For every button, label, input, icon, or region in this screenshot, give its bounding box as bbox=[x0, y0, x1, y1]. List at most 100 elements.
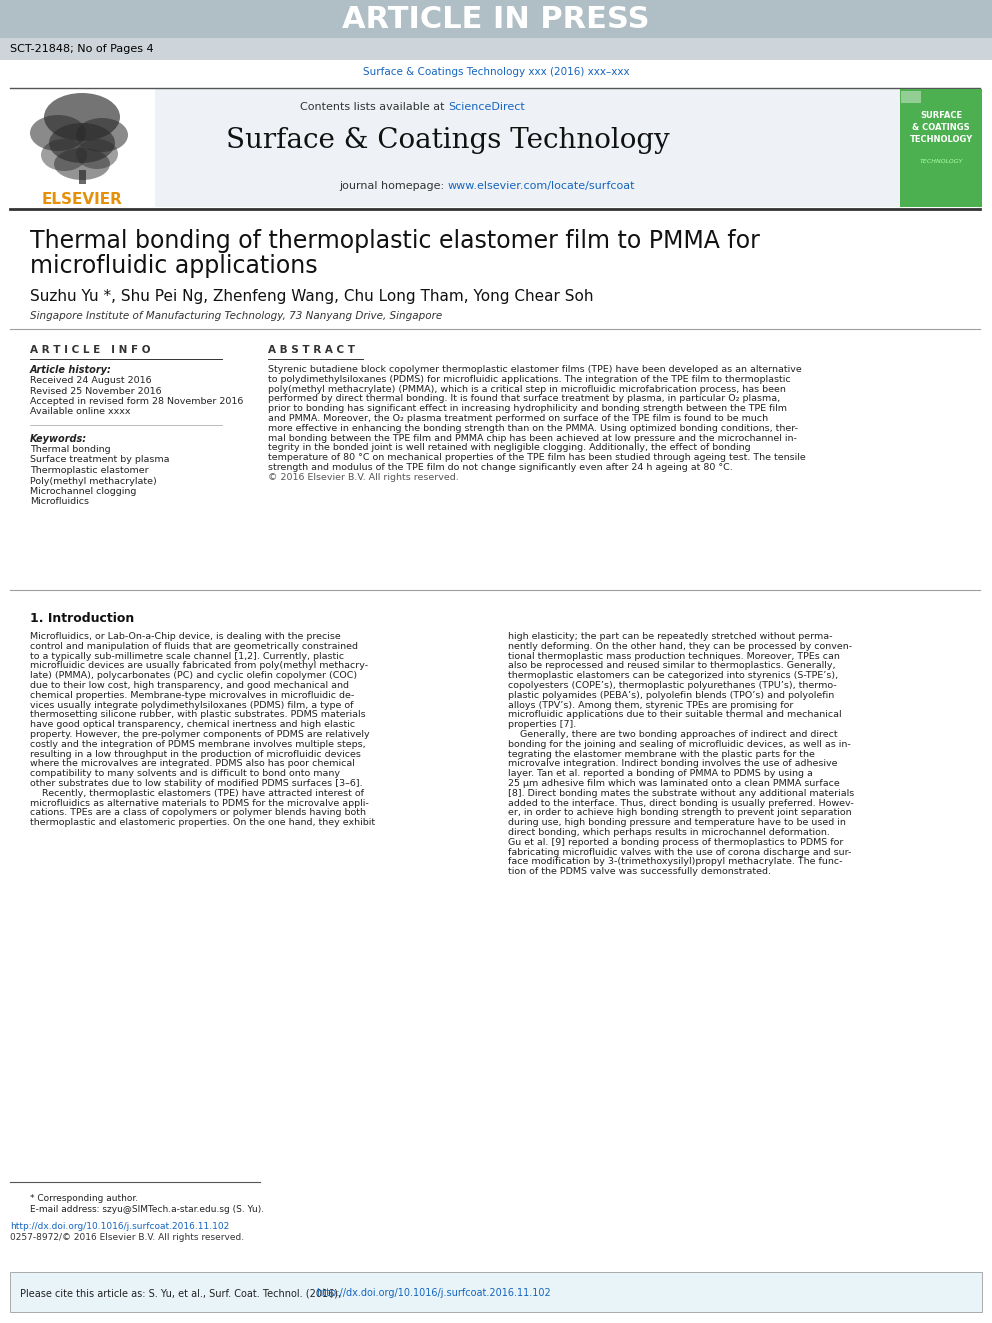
Ellipse shape bbox=[44, 93, 120, 142]
Text: Surface & Coatings Technology: Surface & Coatings Technology bbox=[226, 127, 670, 153]
Text: to polydimethylsiloxanes (PDMS) for microfluidic applications. The integration o: to polydimethylsiloxanes (PDMS) for micr… bbox=[268, 374, 791, 384]
Text: Received 24 August 2016: Received 24 August 2016 bbox=[30, 376, 152, 385]
Text: tion of the PDMS valve was successfully demonstrated.: tion of the PDMS valve was successfully … bbox=[508, 867, 771, 876]
Text: Thermal bonding: Thermal bonding bbox=[30, 445, 111, 454]
Text: [8]. Direct bonding mates the substrate without any additional materials: [8]. Direct bonding mates the substrate … bbox=[508, 789, 854, 798]
Text: A B S T R A C T: A B S T R A C T bbox=[268, 345, 355, 355]
Text: face modification by 3-(trimethoxysilyl)propyl methacrylate. The func-: face modification by 3-(trimethoxysilyl)… bbox=[508, 857, 842, 867]
Text: er, in order to achieve high bonding strength to prevent joint separation: er, in order to achieve high bonding str… bbox=[508, 808, 851, 818]
Text: alloys (TPV’s). Among them, styrenic TPEs are promising for: alloys (TPV’s). Among them, styrenic TPE… bbox=[508, 701, 794, 709]
Ellipse shape bbox=[76, 139, 118, 169]
Text: cations. TPEs are a class of copolymers or polymer blends having both: cations. TPEs are a class of copolymers … bbox=[30, 808, 366, 818]
Text: prior to bonding has significant effect in increasing hydrophilicity and bonding: prior to bonding has significant effect … bbox=[268, 405, 787, 413]
Text: microfluidic applications: microfluidic applications bbox=[30, 254, 317, 278]
Text: Poly(methyl methacrylate): Poly(methyl methacrylate) bbox=[30, 476, 157, 486]
Bar bbox=[900, 89, 982, 206]
Text: Generally, there are two bonding approaches of indirect and direct: Generally, there are two bonding approac… bbox=[508, 730, 837, 740]
Text: E-mail address: szyu@SIMTech.a-star.edu.sg (S. Yu).: E-mail address: szyu@SIMTech.a-star.edu.… bbox=[30, 1205, 264, 1215]
Text: Contents lists available at: Contents lists available at bbox=[300, 102, 448, 112]
Text: 0257-8972/© 2016 Elsevier B.V. All rights reserved.: 0257-8972/© 2016 Elsevier B.V. All right… bbox=[10, 1233, 244, 1242]
Bar bbox=[0, 0, 992, 38]
Text: other substrates due to low stability of modified PDMS surfaces [3–6].: other substrates due to low stability of… bbox=[30, 779, 363, 789]
Ellipse shape bbox=[76, 118, 128, 152]
Text: tional thermoplastic mass production techniques. Moreover, TPEs can: tional thermoplastic mass production tec… bbox=[508, 652, 840, 660]
Text: tegrity in the bonded joint is well retained with negligible clogging. Additiona: tegrity in the bonded joint is well reta… bbox=[268, 443, 751, 452]
Text: Microfluidics: Microfluidics bbox=[30, 497, 89, 507]
Text: temperature of 80 °C on mechanical properties of the TPE film has been studied t: temperature of 80 °C on mechanical prope… bbox=[268, 454, 806, 462]
Text: * Corresponding author.: * Corresponding author. bbox=[30, 1193, 138, 1203]
Text: ScienceDirect: ScienceDirect bbox=[448, 102, 525, 112]
Text: 25 μm adhesive film which was laminated onto a clean PMMA surface: 25 μm adhesive film which was laminated … bbox=[508, 779, 840, 789]
Text: TECHNOLOGY: TECHNOLOGY bbox=[920, 159, 962, 164]
Text: nently deforming. On the other hand, they can be processed by conven-: nently deforming. On the other hand, the… bbox=[508, 642, 852, 651]
Text: microfluidic applications due to their suitable thermal and mechanical: microfluidic applications due to their s… bbox=[508, 710, 841, 720]
Text: ARTICLE IN PRESS: ARTICLE IN PRESS bbox=[342, 4, 650, 33]
Text: Please cite this article as: S. Yu, et al., Surf. Coat. Technol. (2016),: Please cite this article as: S. Yu, et a… bbox=[20, 1289, 344, 1298]
Text: www.elsevier.com/locate/surfcoat: www.elsevier.com/locate/surfcoat bbox=[448, 181, 636, 191]
Ellipse shape bbox=[49, 123, 115, 163]
Text: and PMMA. Moreover, the O₂ plasma treatment performed on surface of the TPE film: and PMMA. Moreover, the O₂ plasma treatm… bbox=[268, 414, 768, 423]
Text: thermoplastic and elastomeric properties. On the one hand, they exhibit: thermoplastic and elastomeric properties… bbox=[30, 818, 375, 827]
Text: poly(methyl methacrylate) (PMMA), which is a critical step in microfluidic micro: poly(methyl methacrylate) (PMMA), which … bbox=[268, 385, 786, 394]
Text: chemical properties. Membrane-type microvalves in microfluidic de-: chemical properties. Membrane-type micro… bbox=[30, 691, 354, 700]
Bar bbox=[10, 1271, 982, 1312]
Ellipse shape bbox=[30, 115, 86, 151]
Bar bbox=[79, 169, 86, 184]
Text: Gu et al. [9] reported a bonding process of thermoplastics to PDMS for: Gu et al. [9] reported a bonding process… bbox=[508, 837, 843, 847]
Text: Keywords:: Keywords: bbox=[30, 434, 87, 445]
Text: thermoplastic elastomers can be categorized into styrenics (S-TPE’s),: thermoplastic elastomers can be categori… bbox=[508, 671, 838, 680]
Text: compatibility to many solvents and is difficult to bond onto many: compatibility to many solvents and is di… bbox=[30, 769, 340, 778]
Text: properties [7].: properties [7]. bbox=[508, 720, 576, 729]
Text: SURFACE
& COATINGS
TECHNOLOGY: SURFACE & COATINGS TECHNOLOGY bbox=[910, 111, 972, 144]
Text: http://dx.doi.org/10.1016/j.surfcoat.2016.11.102: http://dx.doi.org/10.1016/j.surfcoat.201… bbox=[315, 1289, 551, 1298]
Text: Suzhu Yu *, Shu Pei Ng, Zhenfeng Wang, Chu Long Tham, Yong Chear Soh: Suzhu Yu *, Shu Pei Ng, Zhenfeng Wang, C… bbox=[30, 288, 593, 304]
Text: ELSEVIER: ELSEVIER bbox=[42, 192, 122, 206]
Text: Thermal bonding of thermoplastic elastomer film to PMMA for: Thermal bonding of thermoplastic elastom… bbox=[30, 229, 760, 253]
Text: SCT-21848; No of Pages 4: SCT-21848; No of Pages 4 bbox=[10, 44, 154, 54]
Text: added to the interface. Thus, direct bonding is usually preferred. Howev-: added to the interface. Thus, direct bon… bbox=[508, 799, 854, 807]
Text: direct bonding, which perhaps results in microchannel deformation.: direct bonding, which perhaps results in… bbox=[508, 828, 830, 837]
Text: Surface & Coatings Technology xxx (2016) xxx–xxx: Surface & Coatings Technology xxx (2016)… bbox=[363, 67, 629, 77]
Text: more effective in enhancing the bonding strength than on the PMMA. Using optimiz: more effective in enhancing the bonding … bbox=[268, 423, 798, 433]
Text: journal homepage:: journal homepage: bbox=[339, 181, 448, 191]
Text: Accepted in revised form 28 November 2016: Accepted in revised form 28 November 201… bbox=[30, 397, 243, 406]
Text: tegrating the elastomer membrane with the plastic parts for the: tegrating the elastomer membrane with th… bbox=[508, 750, 814, 758]
Bar bbox=[0, 38, 992, 60]
Text: vices usually integrate polydimethylsiloxanes (PDMS) film, a type of: vices usually integrate polydimethylsilo… bbox=[30, 701, 353, 709]
Text: fabricating microfluidic valves with the use of corona discharge and sur-: fabricating microfluidic valves with the… bbox=[508, 848, 851, 856]
Text: Revised 25 November 2016: Revised 25 November 2016 bbox=[30, 386, 162, 396]
Text: costly and the integration of PDMS membrane involves multiple steps,: costly and the integration of PDMS membr… bbox=[30, 740, 366, 749]
Text: Surface treatment by plasma: Surface treatment by plasma bbox=[30, 455, 170, 464]
Text: Recently, thermoplastic elastomers (TPE) have attracted interest of: Recently, thermoplastic elastomers (TPE)… bbox=[30, 789, 364, 798]
Text: Thermoplastic elastomer: Thermoplastic elastomer bbox=[30, 466, 149, 475]
Text: to a typically sub-millimetre scale channel [1,2]. Currently, plastic: to a typically sub-millimetre scale chan… bbox=[30, 652, 344, 660]
Text: resulting in a low throughput in the production of microfluidic devices: resulting in a low throughput in the pro… bbox=[30, 750, 361, 758]
Text: control and manipulation of fluids that are geometrically constrained: control and manipulation of fluids that … bbox=[30, 642, 358, 651]
Text: bonding for the joining and sealing of microfluidic devices, as well as in-: bonding for the joining and sealing of m… bbox=[508, 740, 851, 749]
Text: http://dx.doi.org/10.1016/j.surfcoat.2016.11.102: http://dx.doi.org/10.1016/j.surfcoat.201… bbox=[10, 1222, 229, 1230]
Bar bbox=[10, 89, 155, 206]
Text: performed by direct thermal bonding. It is found that surface treatment by plasm: performed by direct thermal bonding. It … bbox=[268, 394, 780, 404]
Text: A R T I C L E   I N F O: A R T I C L E I N F O bbox=[30, 345, 151, 355]
Text: © 2016 Elsevier B.V. All rights reserved.: © 2016 Elsevier B.V. All rights reserved… bbox=[268, 472, 458, 482]
Text: 1. Introduction: 1. Introduction bbox=[30, 613, 134, 624]
Text: strength and modulus of the TPE film do not change significantly even after 24 h: strength and modulus of the TPE film do … bbox=[268, 463, 733, 472]
Text: due to their low cost, high transparency, and good mechanical and: due to their low cost, high transparency… bbox=[30, 681, 349, 691]
Bar bbox=[155, 89, 900, 206]
Text: thermosetting silicone rubber, with plastic substrates. PDMS materials: thermosetting silicone rubber, with plas… bbox=[30, 710, 366, 720]
Text: Article history:: Article history: bbox=[30, 365, 112, 374]
Text: Singapore Institute of Manufacturing Technology, 73 Nanyang Drive, Singapore: Singapore Institute of Manufacturing Tec… bbox=[30, 311, 442, 321]
Text: microfluidics as alternative materials to PDMS for the microvalve appli-: microfluidics as alternative materials t… bbox=[30, 799, 369, 807]
Text: Styrenic butadiene block copolymer thermoplastic elastomer films (TPE) have been: Styrenic butadiene block copolymer therm… bbox=[268, 365, 802, 374]
Text: during use, high bonding pressure and temperature have to be used in: during use, high bonding pressure and te… bbox=[508, 818, 846, 827]
Text: copolyesters (COPE’s), thermoplastic polyurethanes (TPU’s), thermo-: copolyesters (COPE’s), thermoplastic pol… bbox=[508, 681, 836, 691]
Text: microfluidic devices are usually fabricated from poly(methyl methacry-: microfluidic devices are usually fabrica… bbox=[30, 662, 368, 671]
Ellipse shape bbox=[54, 148, 110, 180]
Text: mal bonding between the TPE film and PMMA chip has been achieved at low pressure: mal bonding between the TPE film and PMM… bbox=[268, 434, 797, 443]
Text: also be reprocessed and reused similar to thermoplastics. Generally,: also be reprocessed and reused similar t… bbox=[508, 662, 835, 671]
Text: layer. Tan et al. reported a bonding of PMMA to PDMS by using a: layer. Tan et al. reported a bonding of … bbox=[508, 769, 812, 778]
Text: Available online xxxx: Available online xxxx bbox=[30, 407, 131, 417]
Text: plastic polyamides (PEBA’s), polyolefin blends (TPO’s) and polyolefin: plastic polyamides (PEBA’s), polyolefin … bbox=[508, 691, 834, 700]
Text: high elasticity; the part can be repeatedly stretched without perma-: high elasticity; the part can be repeate… bbox=[508, 632, 832, 642]
Text: late) (PMMA), polycarbonates (PC) and cyclic olefin copolymer (COC): late) (PMMA), polycarbonates (PC) and cy… bbox=[30, 671, 357, 680]
